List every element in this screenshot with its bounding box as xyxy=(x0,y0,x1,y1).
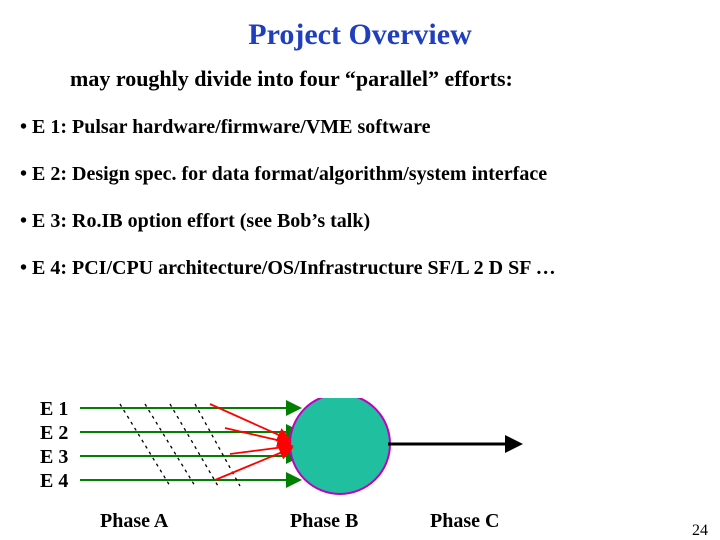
bullet-e4: • E 4: PCI/CPU architecture/OS/Infrastru… xyxy=(20,257,720,280)
bullet-list: • E 1: Pulsar hardware/firmware/VME soft… xyxy=(20,116,720,280)
subtitle: may roughly divide into four “parallel” … xyxy=(70,66,720,92)
phase-diagram: E 1 E 2 E 3 E 4 Phase A Phase B Phase C xyxy=(0,398,720,538)
bullet-e1: • E 1: Pulsar hardware/firmware/VME soft… xyxy=(20,116,720,139)
diagram-svg xyxy=(0,398,720,538)
bullet-e3: • E 3: Ro.IB option effort (see Bob’s ta… xyxy=(20,210,720,233)
page-title: Project Overview xyxy=(0,18,720,52)
bullet-e2: • E 2: Design spec. for data format/algo… xyxy=(20,163,720,186)
page-number: 24 xyxy=(692,522,708,540)
